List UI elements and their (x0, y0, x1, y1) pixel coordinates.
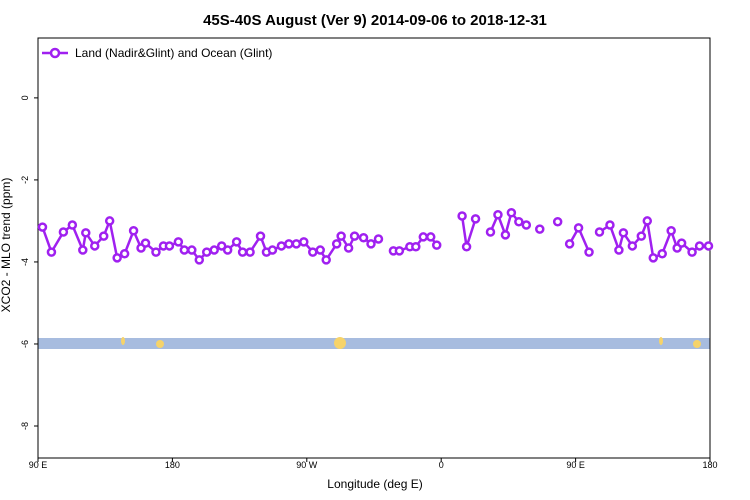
point (245, 247, 255, 257)
point (676, 238, 687, 248)
y-axis-label: XCO2 - MLO trend (ppm) (0, 178, 13, 313)
point (81, 228, 91, 238)
point (614, 245, 624, 255)
point (140, 238, 151, 248)
y-tick-label: 0 (20, 95, 30, 100)
point (237, 247, 248, 257)
point (128, 226, 139, 236)
point (216, 241, 227, 251)
point (164, 241, 175, 251)
y-tick-label: -2 (20, 176, 30, 184)
point (37, 222, 48, 232)
point (349, 231, 360, 241)
point (98, 231, 109, 241)
point (276, 241, 287, 251)
point (493, 210, 503, 220)
x-tick-label: 180 (165, 460, 180, 470)
point (209, 245, 219, 255)
point (648, 253, 659, 263)
point (104, 216, 115, 226)
point (564, 239, 575, 249)
x-tick-label: 90 W (296, 460, 318, 470)
point (605, 220, 615, 230)
point (552, 217, 563, 227)
point (187, 245, 197, 255)
point (457, 211, 467, 221)
legend-marker (49, 47, 61, 59)
point (485, 227, 496, 237)
point (67, 220, 78, 230)
point (231, 237, 242, 247)
point (636, 231, 647, 241)
point (470, 214, 481, 224)
point (461, 242, 472, 252)
point (703, 241, 714, 251)
point (373, 234, 384, 244)
point (343, 243, 354, 253)
point (618, 228, 629, 238)
y-tick-label: -6 (20, 340, 30, 348)
point (58, 227, 69, 237)
point (194, 255, 205, 265)
point (535, 224, 545, 234)
point (267, 245, 278, 255)
x-tick-label: 180 (702, 460, 717, 470)
point (299, 237, 309, 247)
x-axis-label: Longitude (deg E) (327, 477, 422, 491)
legend-label: Land (Nadir&Glint) and Ocean (Glint) (75, 46, 272, 60)
point (358, 232, 369, 243)
point (308, 247, 318, 257)
x-tick-label: 90 E (566, 460, 585, 470)
point (315, 245, 325, 255)
point (112, 253, 122, 263)
point (291, 239, 302, 249)
point (222, 245, 233, 255)
point (514, 217, 524, 227)
x-tick-label: 0 (439, 460, 444, 470)
point (694, 241, 705, 251)
y-tick-label: -8 (20, 422, 30, 430)
point (500, 230, 511, 240)
point (284, 239, 294, 249)
point (173, 237, 184, 247)
point (366, 239, 376, 249)
point (201, 247, 212, 257)
chart-title: 45S-40S August (Ver 9) 2014-09-06 to 201… (203, 12, 547, 29)
point (657, 248, 667, 259)
point (411, 242, 421, 252)
y-tick-label: -4 (20, 258, 30, 266)
point (255, 231, 266, 241)
point (46, 247, 57, 257)
point (573, 223, 584, 233)
point (431, 240, 442, 250)
point (394, 246, 405, 256)
point (425, 232, 436, 242)
point (521, 220, 532, 230)
x-tick-label: 90 E (29, 460, 48, 470)
point (594, 227, 605, 237)
point (89, 241, 100, 251)
point (506, 207, 517, 218)
point (336, 231, 346, 241)
point (666, 226, 676, 236)
point (179, 245, 190, 255)
point (584, 247, 594, 257)
point (78, 245, 88, 255)
point (151, 247, 161, 257)
map-strip (38, 337, 710, 349)
point (119, 248, 130, 259)
point (627, 241, 638, 251)
point (331, 239, 342, 249)
point (642, 216, 653, 226)
point (418, 232, 429, 242)
point (321, 255, 331, 265)
point (687, 247, 697, 257)
